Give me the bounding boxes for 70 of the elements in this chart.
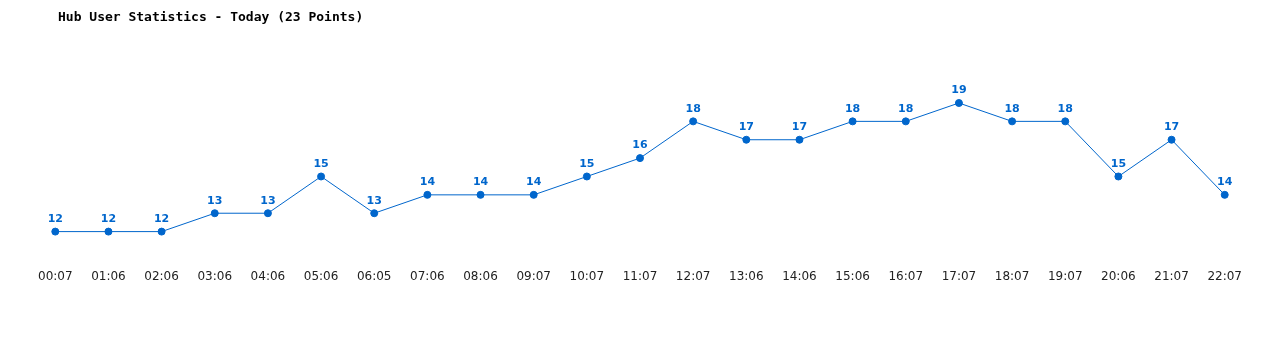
point bbox=[1114, 172, 1123, 181]
data-label: 17 bbox=[738, 120, 754, 134]
point bbox=[370, 209, 379, 218]
data-label: 12 bbox=[47, 211, 63, 225]
point bbox=[157, 227, 166, 236]
data-label: 18 bbox=[685, 101, 701, 115]
x-tick-label: 22:07 bbox=[1207, 268, 1243, 283]
data-label: 14 bbox=[1217, 175, 1233, 189]
point bbox=[954, 99, 963, 107]
point bbox=[795, 135, 804, 144]
data-label: 13 bbox=[260, 193, 276, 207]
data-label: 17 bbox=[1163, 120, 1180, 134]
x-tick-label: 19:07 bbox=[1047, 268, 1083, 283]
data-label: 14 bbox=[472, 175, 489, 189]
data-label: 18 bbox=[898, 101, 914, 115]
x-tick-label: 14:06 bbox=[782, 268, 817, 283]
x-tick-label: 03:06 bbox=[197, 268, 233, 283]
x-tick-label: 07:06 bbox=[410, 268, 445, 283]
data-label: 13 bbox=[207, 193, 223, 207]
x-tick-label: 11:07 bbox=[622, 268, 658, 283]
data-label: 15 bbox=[579, 156, 595, 170]
x-tick-label: 21:07 bbox=[1154, 268, 1189, 283]
point bbox=[317, 172, 326, 181]
x-tick-label: 05:06 bbox=[303, 268, 339, 283]
x-tick-label: 16:07 bbox=[888, 268, 924, 283]
x-tick-label: 08:06 bbox=[463, 268, 498, 283]
x-tick-label: 02:06 bbox=[144, 268, 179, 283]
data-label: 15 bbox=[313, 156, 329, 170]
x-tick-label: 04:06 bbox=[250, 268, 286, 283]
point bbox=[529, 190, 538, 199]
data-label: 14 bbox=[526, 175, 542, 189]
data-label: 15 bbox=[1110, 156, 1127, 170]
x-tick-label: 10:07 bbox=[569, 268, 605, 283]
point bbox=[476, 190, 485, 199]
x-tick-label: 06:05 bbox=[356, 268, 392, 283]
point bbox=[742, 135, 751, 144]
data-label: 12 bbox=[153, 211, 170, 225]
point bbox=[104, 227, 113, 236]
x-tick-label: 15:06 bbox=[835, 268, 870, 283]
x-tick-label: 17:07 bbox=[941, 268, 977, 283]
data-label: 18 bbox=[844, 101, 861, 115]
point bbox=[423, 190, 432, 199]
x-tick-label: 09:07 bbox=[516, 268, 551, 283]
data-label: 18 bbox=[1057, 101, 1073, 115]
data-label: 18 bbox=[1004, 101, 1020, 115]
x-tick-label: 01:06 bbox=[91, 268, 126, 283]
point bbox=[51, 227, 60, 236]
point bbox=[210, 209, 219, 218]
chart-title: Hub User Statistics - Today (23 Points) bbox=[58, 9, 364, 25]
point bbox=[689, 117, 698, 126]
point bbox=[1220, 190, 1229, 199]
x-tick-label: 12:07 bbox=[675, 268, 711, 283]
x-tick-label: 20:06 bbox=[1101, 268, 1136, 283]
data-label: 12 bbox=[100, 211, 117, 225]
data-label: 13 bbox=[366, 193, 382, 207]
point bbox=[1061, 117, 1070, 126]
data-label: 17 bbox=[791, 120, 808, 134]
point bbox=[901, 117, 910, 126]
point bbox=[1167, 135, 1176, 144]
data-label: 16 bbox=[632, 138, 648, 152]
data-label: 14 bbox=[419, 175, 436, 189]
x-tick-label: 13:06 bbox=[729, 268, 764, 283]
point bbox=[848, 117, 857, 126]
point bbox=[582, 172, 591, 181]
point bbox=[1008, 117, 1017, 126]
point bbox=[263, 209, 272, 218]
x-tick-label: 00:07 bbox=[37, 268, 73, 283]
point bbox=[636, 154, 644, 163]
x-tick-label: 18:07 bbox=[994, 268, 1030, 283]
data-label: 19 bbox=[951, 83, 967, 97]
